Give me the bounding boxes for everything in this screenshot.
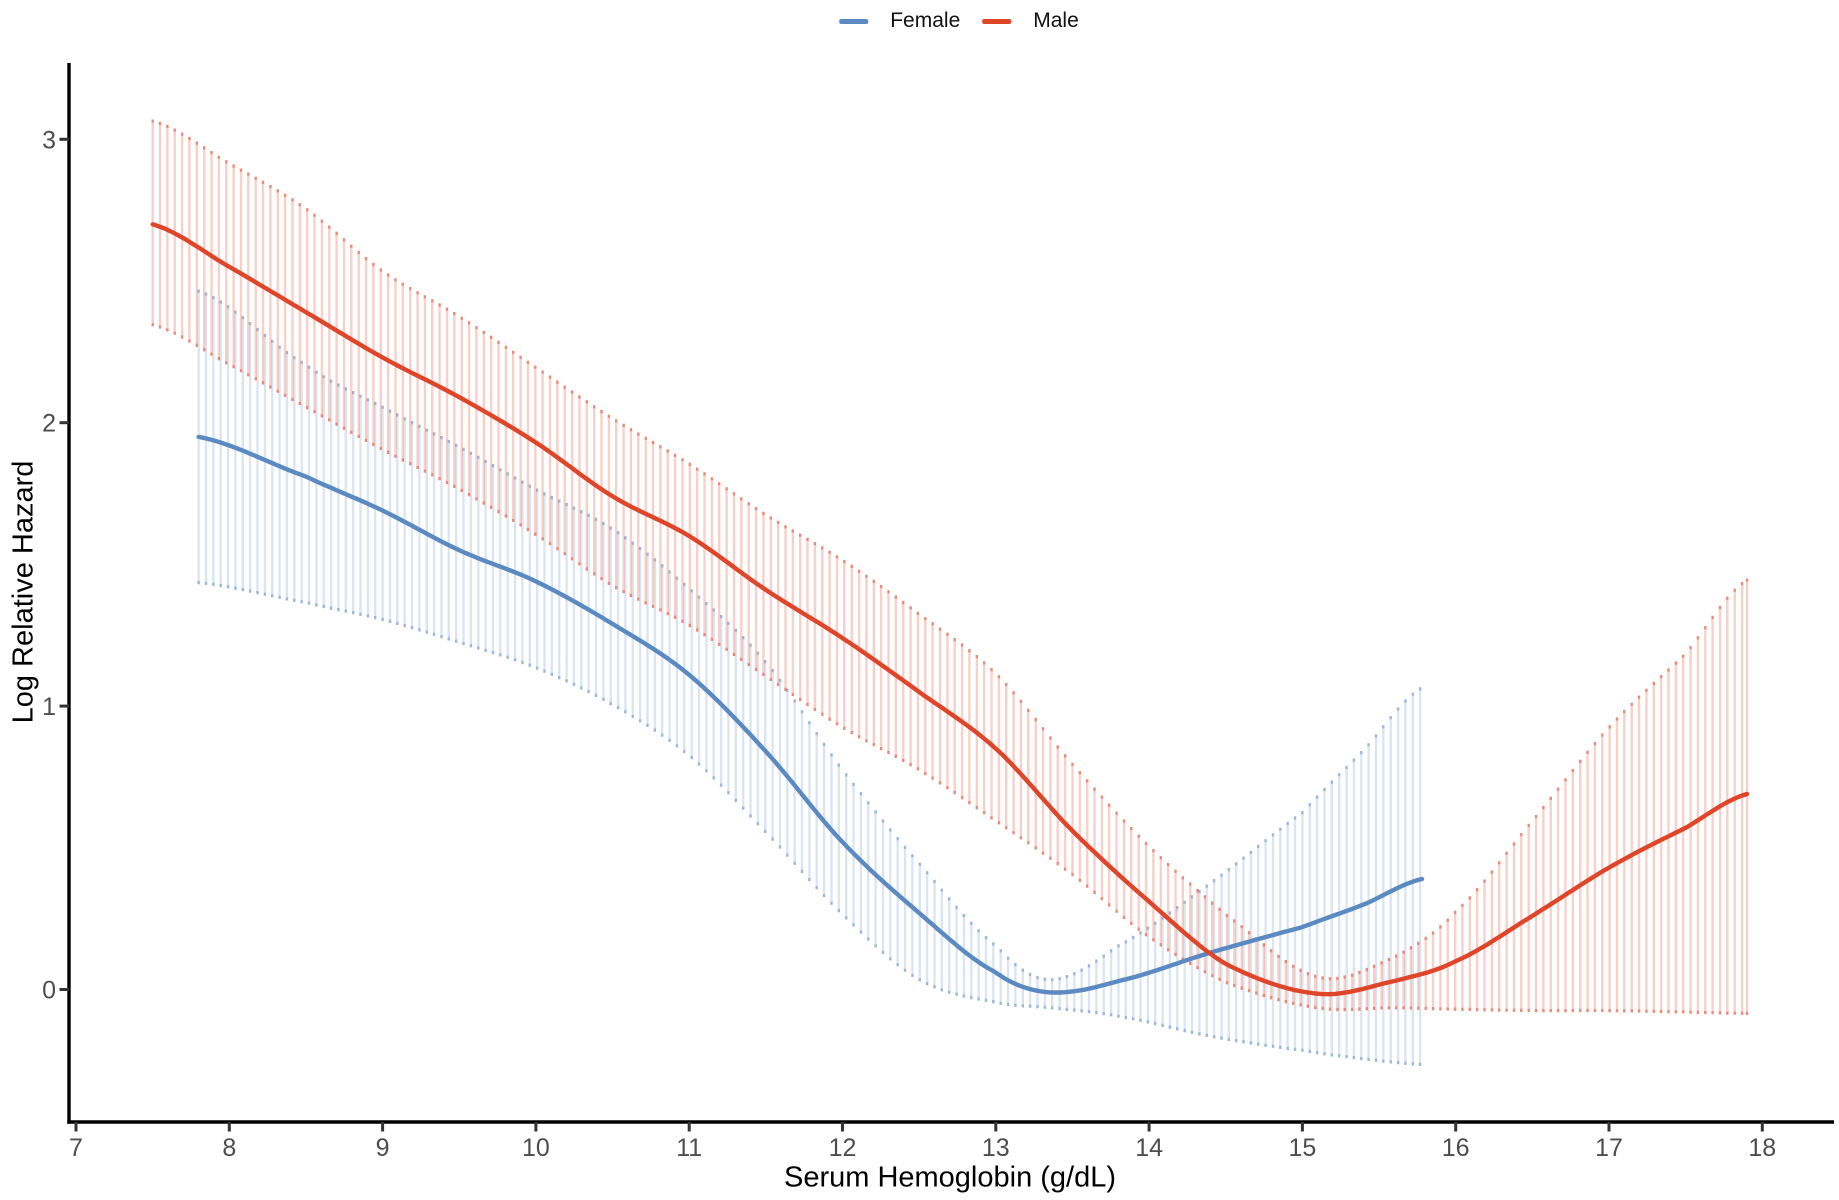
female-curve (196, 434, 1425, 995)
legend-label-male: Male (1033, 9, 1079, 32)
x-tick-label: 13 (982, 1134, 1010, 1162)
x-tick-label: 12 (829, 1134, 857, 1162)
x-axis-title: Serum Hemoglobin (g/dL) (783, 1161, 1117, 1194)
legend-item-male: Male (982, 7, 1079, 35)
y-tick-label: 2 (42, 410, 56, 438)
male-curve (150, 222, 1750, 997)
x-tick-label: 16 (1442, 1134, 1470, 1162)
x-tick-label: 10 (522, 1134, 550, 1162)
male-ci-band (151, 119, 1749, 1015)
y-axis-title: Log Relative Hazard (7, 460, 40, 724)
x-tick-label: 11 (676, 1134, 702, 1162)
y-tick-label: 1 (42, 693, 56, 721)
x-tick-label: 15 (1288, 1134, 1316, 1162)
x-tick-label: 9 (376, 1134, 390, 1162)
y-tick-label: 3 (42, 126, 56, 154)
legend: Female Male (839, 7, 1079, 35)
legend-item-female: Female (839, 7, 960, 35)
x-tick-label: 17 (1595, 1134, 1623, 1162)
male-line-swatch-icon (982, 18, 1012, 24)
female-ci-band-tips (197, 289, 1422, 1066)
y-tick-label: 0 (42, 977, 56, 1005)
x-tick-label: 14 (1135, 1134, 1163, 1162)
x-tick-label: 7 (69, 1134, 83, 1162)
female-line-swatch-icon (839, 18, 869, 24)
x-tick-label: 8 (222, 1134, 236, 1162)
male-ci-band-tips (151, 119, 1749, 1015)
legend-label-female: Female (890, 9, 961, 32)
x-tick-label: 18 (1748, 1134, 1776, 1162)
